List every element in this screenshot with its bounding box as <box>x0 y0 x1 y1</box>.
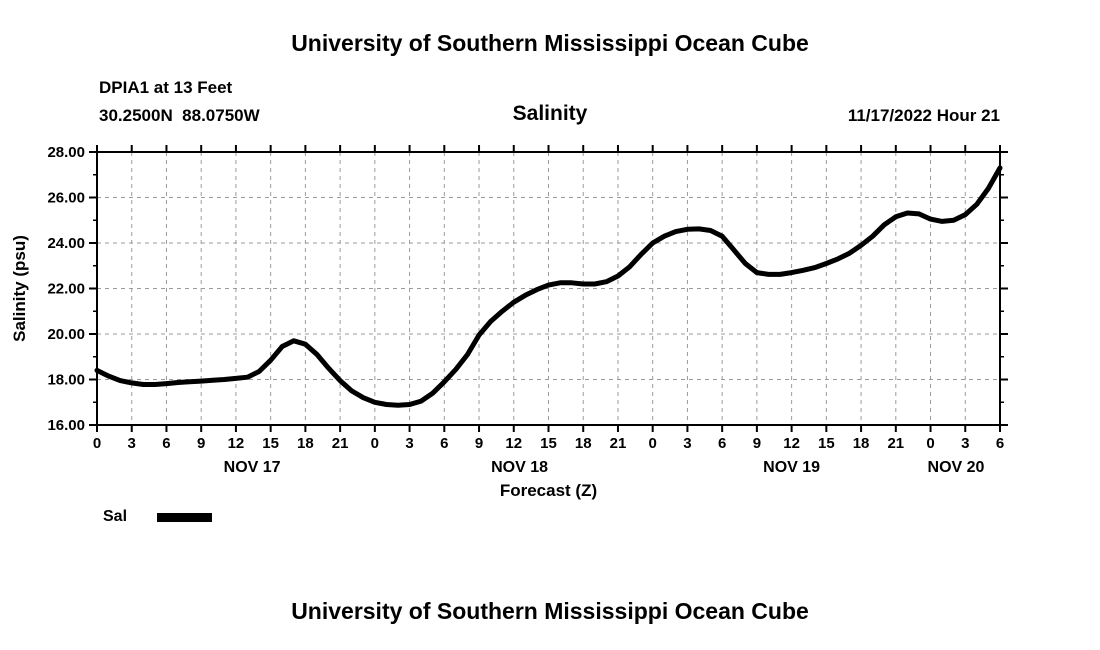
x-tick-label: 3 <box>961 435 969 452</box>
y-tick-label: 18.00 <box>47 372 85 389</box>
x-tick-label: 9 <box>197 435 205 452</box>
x-tick-label: 15 <box>262 435 279 452</box>
x-tick-label: 6 <box>162 435 170 452</box>
x-axis-title: Forecast (Z) <box>500 481 597 500</box>
x-day-label: NOV 17 <box>224 459 281 476</box>
x-tick-label: 0 <box>926 435 934 452</box>
x-tick-label: 18 <box>297 435 314 452</box>
y-axis-title: Salinity (psu) <box>10 235 29 342</box>
x-tick-label: 9 <box>475 435 483 452</box>
legend-line-swatch <box>157 512 213 522</box>
chart-legend: Sal <box>103 508 213 526</box>
x-tick-label: 15 <box>818 435 835 452</box>
x-tick-label: 12 <box>228 435 245 452</box>
page-title: University of Southern Mississippi Ocean… <box>291 30 809 56</box>
x-tick-label: 3 <box>405 435 413 452</box>
x-tick-label: 18 <box>853 435 870 452</box>
x-tick-label: 18 <box>575 435 592 452</box>
x-tick-label: 6 <box>996 435 1004 452</box>
x-tick-label: 21 <box>887 435 904 452</box>
x-tick-label: 0 <box>93 435 101 452</box>
x-tick-label: 12 <box>783 435 800 452</box>
y-tick-label: 22.00 <box>47 281 85 298</box>
y-tick-label: 26.00 <box>47 190 85 207</box>
x-tick-label: 0 <box>649 435 657 452</box>
forecast-init-time: 11/17/2022 Hour 21 <box>847 106 1000 125</box>
legend-series-label: Sal <box>103 508 128 525</box>
station-label: DPIA1 at 13 Feet <box>99 78 233 97</box>
x-tick-label: 6 <box>440 435 448 452</box>
x-day-label: NOV 18 <box>491 459 548 476</box>
salinity-series-line <box>94 165 1003 408</box>
x-tick-label: 3 <box>128 435 136 452</box>
x-tick-label: 21 <box>332 435 349 452</box>
x-tick-label: 3 <box>683 435 691 452</box>
y-tick-label: 24.00 <box>47 235 85 252</box>
x-tick-label: 0 <box>371 435 379 452</box>
x-tick-label: 9 <box>753 435 761 452</box>
x-tick-label: 15 <box>540 435 557 452</box>
x-day-label: NOV 20 <box>928 459 985 476</box>
x-tick-label: 21 <box>610 435 627 452</box>
chart-title: Salinity <box>512 102 588 125</box>
x-tick-label: 12 <box>505 435 522 452</box>
y-tick-label: 20.00 <box>47 326 85 343</box>
salinity-line-chart: 0 3 6 9 12 15 18 21 0 3 6 9 12 15 18 21 0 3 6 9 12 15 18 21 0 3 6 1… <box>10 144 1008 500</box>
y-tick-label: 28.00 <box>47 144 85 161</box>
second-chart-title: University of Southern Mississippi Ocean… <box>291 598 809 624</box>
station-coordinates: 30.2500N 88.0750W <box>99 106 260 125</box>
y-tick-label: 16.00 <box>47 417 85 434</box>
x-tick-label: 6 <box>718 435 726 452</box>
x-day-label: NOV 19 <box>763 459 820 476</box>
